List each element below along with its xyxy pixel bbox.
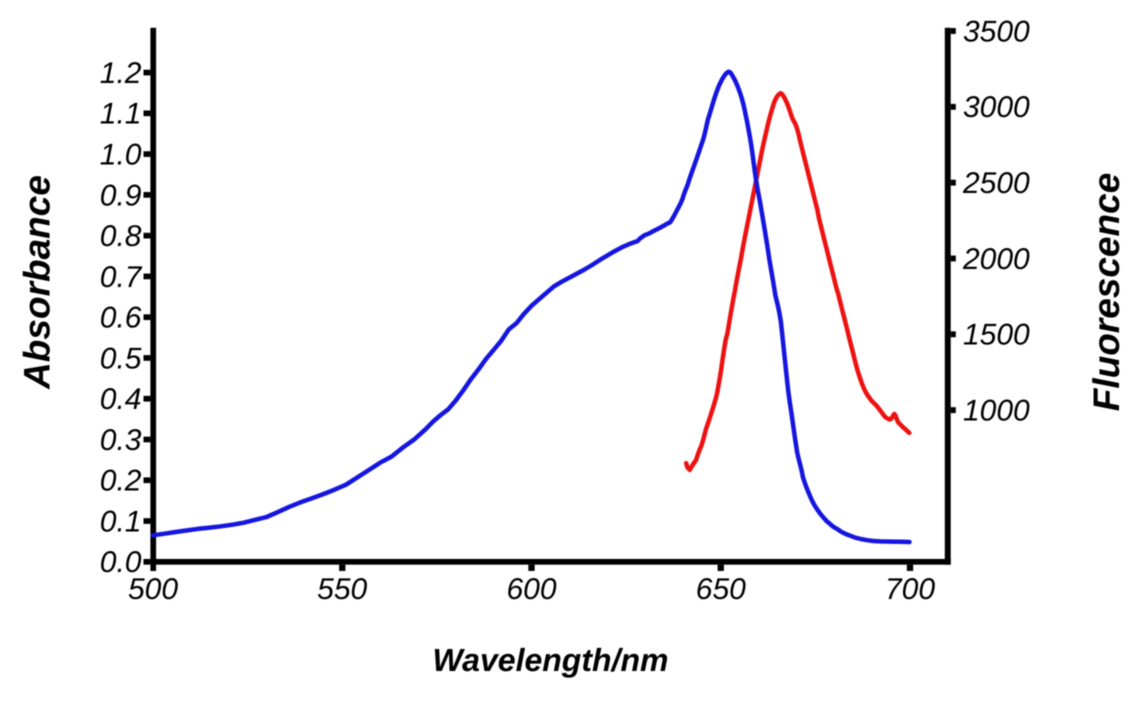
svg-text:2000: 2000: [962, 243, 1030, 276]
svg-text:3500: 3500: [963, 15, 1030, 48]
svg-text:1000: 1000: [963, 395, 1030, 428]
svg-text:1.0: 1.0: [100, 139, 142, 172]
svg-text:Absorbance: Absorbance: [17, 175, 58, 390]
svg-text:3000: 3000: [963, 91, 1030, 124]
svg-text:700: 700: [885, 573, 935, 606]
svg-text:2500: 2500: [962, 167, 1030, 200]
svg-text:1.1: 1.1: [100, 98, 142, 131]
svg-text:0.3: 0.3: [100, 424, 142, 457]
svg-text:0.1: 0.1: [100, 505, 142, 538]
svg-text:0.4: 0.4: [100, 383, 142, 416]
svg-text:Wavelength/nm: Wavelength/nm: [433, 642, 669, 678]
svg-text:500: 500: [128, 573, 178, 606]
svg-text:0.5: 0.5: [100, 342, 142, 375]
svg-text:0.7: 0.7: [100, 261, 143, 294]
svg-text:0.6: 0.6: [100, 302, 142, 335]
svg-text:1500: 1500: [963, 319, 1030, 352]
svg-text:0.8: 0.8: [100, 220, 142, 253]
svg-text:0.9: 0.9: [100, 179, 142, 212]
svg-text:Fluorescence: Fluorescence: [1086, 173, 1127, 412]
svg-text:550: 550: [317, 573, 367, 606]
svg-text:0.2: 0.2: [100, 465, 142, 498]
svg-text:650: 650: [696, 573, 746, 606]
svg-text:0.0: 0.0: [100, 546, 142, 579]
svg-text:1.2: 1.2: [100, 57, 142, 90]
svg-text:600: 600: [506, 573, 556, 606]
